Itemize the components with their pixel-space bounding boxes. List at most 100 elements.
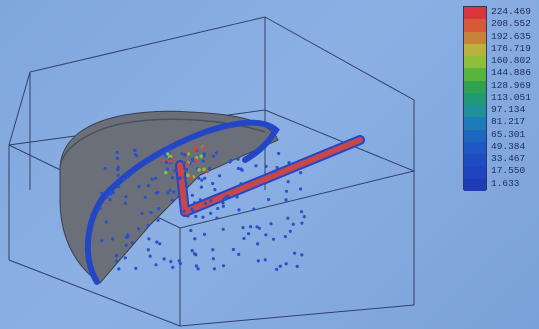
particle [183,153,187,157]
particle [150,177,154,181]
particle [116,165,120,169]
particle [286,216,290,220]
particle [168,188,172,192]
particle [137,227,141,231]
particle [190,193,194,197]
particle [185,162,189,166]
particle [237,208,241,212]
legend-value: 17.550 [491,165,526,177]
particle [197,176,201,180]
particle [237,252,241,256]
legend-value: 176.719 [491,42,531,54]
legend-swatch [464,19,486,32]
particle [123,256,127,260]
particle [116,185,121,189]
particle [286,180,290,184]
particle [162,257,166,261]
drum-body [59,110,279,284]
legend-swatch [464,154,486,167]
particle [115,150,119,155]
particle [264,233,268,237]
legend-value: 49.384 [491,140,526,152]
particle [166,152,170,156]
particle-cloud [98,145,306,271]
particle [116,168,120,172]
particle [201,215,205,219]
particle [202,167,206,172]
particle [170,176,175,180]
particle [249,225,253,229]
particle [201,146,206,150]
particle [193,237,197,241]
particle [246,232,251,236]
legend-value: 208.552 [491,18,531,30]
particle [190,249,194,253]
particle [200,178,204,182]
particle [284,189,289,193]
particle [190,207,194,212]
particle [211,154,216,158]
particle [263,258,267,262]
particle [164,160,169,165]
particle [104,220,108,224]
particle [133,148,137,152]
particle [199,154,203,158]
particle [103,166,107,171]
particle [168,154,173,159]
particle [105,195,109,199]
particle [215,216,219,220]
particle [275,165,279,170]
particle [114,254,118,258]
particle [228,160,232,164]
particle [254,164,258,168]
particle [169,260,173,264]
particle [194,214,198,218]
particle [117,267,121,271]
particle [178,176,182,180]
particle [173,168,177,173]
particle [100,239,104,243]
particle [257,226,261,230]
particle [209,199,213,203]
particle [111,191,116,195]
particle [165,167,169,171]
particle [137,184,141,189]
particle [99,191,104,195]
particle [98,206,102,211]
particle [256,259,260,263]
particle [153,176,158,180]
particle [288,229,292,233]
particle [177,259,181,263]
legend-value: 160.802 [491,55,531,67]
particle [299,187,303,191]
particle [213,188,217,192]
particle [211,181,215,186]
legend-swatch [464,129,486,142]
particle [264,164,268,168]
particle [192,252,197,256]
legend-value: 97.134 [491,104,526,116]
particle [140,211,144,215]
legend-colorbar [463,6,487,191]
particle [287,161,291,165]
particle [164,170,168,175]
particle [216,206,220,211]
particle [178,171,183,176]
particle [203,176,207,180]
legend-swatch [464,166,486,179]
particle [197,168,201,172]
particle [146,223,150,227]
particle [196,267,200,271]
particle [134,266,138,270]
particle [156,190,160,194]
legend-swatch [464,117,486,130]
particle [299,210,304,214]
particle [295,264,299,268]
particle [109,190,113,194]
particle [181,169,185,173]
particle [143,195,147,199]
legend-value: 128.969 [491,79,531,91]
legend-swatch [464,56,486,69]
legend-swatch [464,80,486,93]
particle [275,267,279,271]
